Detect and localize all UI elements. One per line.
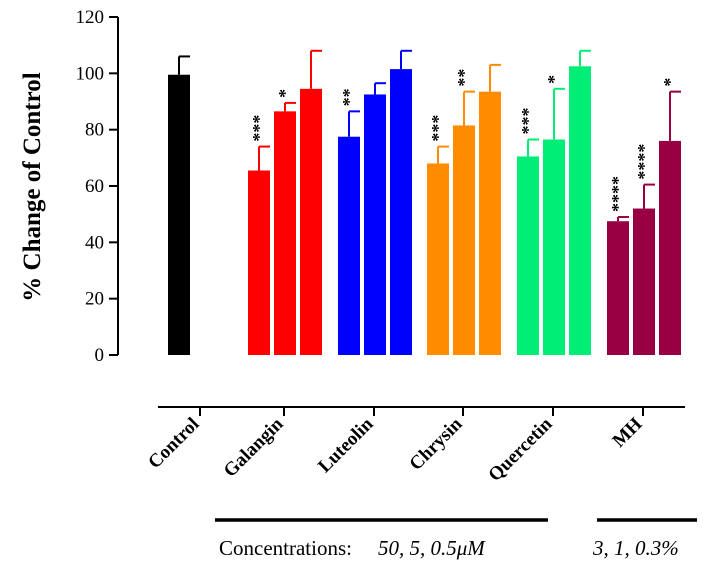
bar-galangin-2 (274, 111, 296, 355)
y-tick-label-20: 20 (85, 289, 104, 310)
bar-mh-3 (659, 140, 681, 355)
significance-quercetin-1: *** (518, 108, 538, 135)
bar-mh-2 (633, 208, 655, 355)
concentration-annotations: Concentrations: 50, 5, 0.5μM 3, 1, 0.3% (215, 518, 697, 560)
flavonoid-concentrations: 50, 5, 0.5μM (378, 536, 486, 560)
bar-luteolin-2 (364, 94, 386, 355)
bar-galangin-1 (248, 170, 270, 355)
y-tick-label-120: 120 (76, 7, 105, 28)
concentrations-label: Concentrations: (219, 536, 352, 560)
bar-quercetin-1 (517, 156, 539, 355)
bars: **** ******************** (168, 49, 681, 356)
bar-quercetin-2 (543, 139, 565, 355)
bar-group-quercetin: **** (517, 49, 591, 356)
y-axis: 0 20 40 60 80 100 120 (76, 7, 119, 366)
x-axis: Control Galangin Luteolin Chrysin Quercetin M… (144, 406, 685, 486)
y-tick-label-0: 0 (95, 345, 105, 366)
bar-group-control (168, 55, 190, 355)
bar-control-1 (168, 74, 190, 355)
x-tick-label-galangin: Galangin (220, 413, 288, 481)
significance-chrysin-2: ** (454, 69, 474, 87)
significance-mh-3: * (660, 78, 680, 87)
y-tick-label-80: 80 (85, 120, 104, 141)
y-tick-label-60: 60 (85, 176, 104, 197)
x-tick-label-mh: MH (609, 414, 647, 452)
bar-group-luteolin: ** (338, 49, 412, 355)
mh-concentrations: 3, 1, 0.3% (592, 536, 679, 560)
y-axis-label: % Change of Control (19, 72, 46, 301)
significance-luteolin-1: ** (339, 88, 359, 106)
bar-mh-1 (607, 221, 629, 355)
x-tick-label-quercetin: Quercetin (484, 413, 556, 485)
significance-quercetin-2: * (544, 75, 564, 84)
bar-group-galangin: **** (248, 49, 322, 355)
x-tick-label-luteolin: Luteolin (314, 413, 378, 477)
bar-luteolin-1 (338, 136, 360, 355)
y-tick-label-100: 100 (76, 63, 105, 84)
bar-chrysin-2 (453, 125, 475, 355)
bar-group-chrysin: ***** (427, 63, 501, 356)
bar-group-mh: ********* (607, 78, 681, 355)
bar-quercetin-3 (569, 66, 591, 356)
y-tick-label-40: 40 (85, 232, 104, 253)
bar-luteolin-3 (390, 69, 412, 355)
x-tick-label-chrysin: Chrysin (405, 413, 466, 474)
significance-mh-2: **** (634, 144, 654, 180)
significance-galangin-1: *** (249, 115, 269, 142)
significance-mh-1: **** (608, 176, 628, 212)
bar-galangin-3 (300, 88, 322, 355)
significance-galangin-2: * (275, 89, 295, 98)
bar-chrysin-1 (427, 163, 449, 355)
x-tick-label-control: Control (144, 414, 203, 473)
significance-chrysin-1: *** (428, 115, 448, 142)
bar-chrysin-3 (479, 91, 501, 356)
